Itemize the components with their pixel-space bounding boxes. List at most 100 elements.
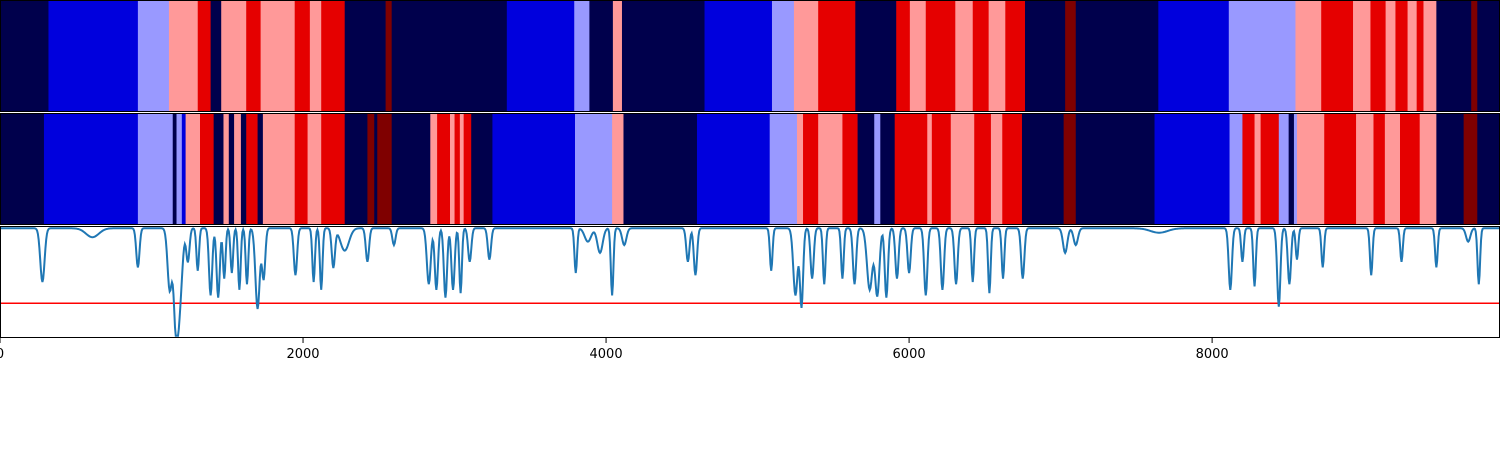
track2-segment-45 (927, 113, 933, 225)
track2-segment-33 (612, 113, 624, 225)
track2-segment-11 (234, 113, 242, 225)
track2-segment-67 (1400, 113, 1421, 225)
track2-segment-62 (1296, 113, 1325, 225)
track1-segment-11 (321, 0, 346, 112)
track2-segment-61 (1293, 113, 1298, 225)
track1-segment-31 (1005, 0, 1026, 112)
track2-segment-19 (344, 113, 368, 225)
track2-segment-41 (857, 113, 875, 225)
track1-segment-3 (168, 0, 199, 112)
track2-segment-2 (137, 113, 174, 225)
track2-segment-42 (874, 113, 881, 225)
track2-segment-58 (1260, 113, 1280, 225)
track2-segment-60 (1288, 113, 1295, 225)
track2-segment-68 (1419, 113, 1437, 225)
track1-segment-25 (896, 0, 911, 112)
track2-segment-31 (492, 113, 576, 225)
segmentation-track-2 (0, 113, 1500, 225)
track2-segment-10 (228, 113, 235, 225)
track2-segment-69 (1436, 113, 1465, 225)
track1-segment-37 (1295, 0, 1322, 112)
track2-segment-14 (257, 113, 264, 225)
track1-segment-17 (589, 0, 614, 112)
track2-segment-27 (454, 113, 461, 225)
track1-segment-40 (1370, 0, 1386, 112)
x-tick-label-4000: 4000 (590, 347, 623, 362)
track2-segment-55 (1229, 113, 1243, 225)
track1-segment-29 (972, 0, 990, 112)
track2-segment-32 (575, 113, 613, 225)
track2-segment-54 (1154, 113, 1230, 225)
track2-segment-22 (377, 113, 393, 225)
track1-segment-46 (1436, 0, 1472, 112)
track2-segment-15 (262, 113, 296, 225)
track2-segment-56 (1242, 113, 1255, 225)
track2-segment-12 (240, 113, 247, 225)
track2-segment-57 (1254, 113, 1262, 225)
track2-segment-4 (176, 113, 183, 225)
track2-segment-7 (200, 113, 215, 225)
track2-segment-5 (181, 113, 187, 225)
track1-segment-2 (137, 0, 170, 112)
track2-segment-53 (1075, 113, 1155, 225)
track2-segment-9 (223, 113, 230, 225)
track1-segment-20 (704, 0, 773, 112)
track2-segment-63 (1324, 113, 1357, 225)
track1-segment-33 (1065, 0, 1077, 112)
track2-segment-13 (246, 113, 258, 225)
track2-segment-66 (1384, 113, 1401, 225)
track2-segment-35 (696, 113, 771, 225)
track2-segment-43 (880, 113, 896, 225)
track2-segment-38 (803, 113, 819, 225)
signal-panel (0, 226, 1500, 337)
track1-segment-12 (344, 0, 387, 112)
track1-segment-19 (621, 0, 705, 112)
track2-segment-3 (172, 113, 177, 225)
track1-segment-34 (1075, 0, 1159, 112)
x-tick-label-0: 0 (0, 347, 4, 362)
track1-segment-10 (309, 0, 322, 112)
x-axis: 0 2000 4000 6000 8000 (0, 338, 1229, 362)
track1-segment-23 (818, 0, 856, 112)
track2-segment-34 (623, 113, 698, 225)
track1-segment-44 (1416, 0, 1424, 112)
track2-segment-6 (185, 113, 201, 225)
x-tick-label-8000: 8000 (1196, 347, 1229, 362)
track1-segment-41 (1385, 0, 1396, 112)
track2-segment-16 (294, 113, 308, 225)
track2-segment-36 (769, 113, 798, 225)
track1-segment-6 (221, 0, 247, 112)
track1-segment-13 (385, 0, 393, 112)
track2-segment-44 (894, 113, 928, 225)
track1-segment-48 (1477, 0, 1500, 112)
track2-segment-20 (367, 113, 375, 225)
track1-segment-47 (1471, 0, 1478, 112)
track1-segment-36 (1228, 0, 1296, 112)
track1-segment-16 (574, 0, 590, 112)
track2-segment-40 (842, 113, 858, 225)
track2-segment-24 (430, 113, 438, 225)
track2-segment-0 (0, 113, 45, 225)
signal-line (0, 226, 1500, 337)
track1-segment-9 (294, 0, 311, 112)
track1-segment-7 (246, 0, 261, 112)
track1-segment-0 (0, 0, 49, 112)
track2-segment-64 (1356, 113, 1374, 225)
track1-segment-14 (391, 0, 508, 112)
track2-segment-46 (931, 113, 952, 225)
track1-segment-42 (1395, 0, 1408, 112)
track1-segment-39 (1353, 0, 1371, 112)
track2-segment-47 (950, 113, 975, 225)
track1-segment-28 (955, 0, 974, 112)
track2-segment-25 (437, 113, 451, 225)
track2-segment-52 (1063, 113, 1077, 225)
track1-segment-30 (988, 0, 1006, 112)
track2-segment-71 (1477, 113, 1500, 225)
track1-segment-26 (909, 0, 927, 112)
track1-segment-24 (855, 0, 897, 112)
track1-segment-32 (1025, 0, 1066, 112)
track1-segment-38 (1321, 0, 1354, 112)
track2-segment-59 (1278, 113, 1290, 225)
track2-segment-50 (1002, 113, 1023, 225)
